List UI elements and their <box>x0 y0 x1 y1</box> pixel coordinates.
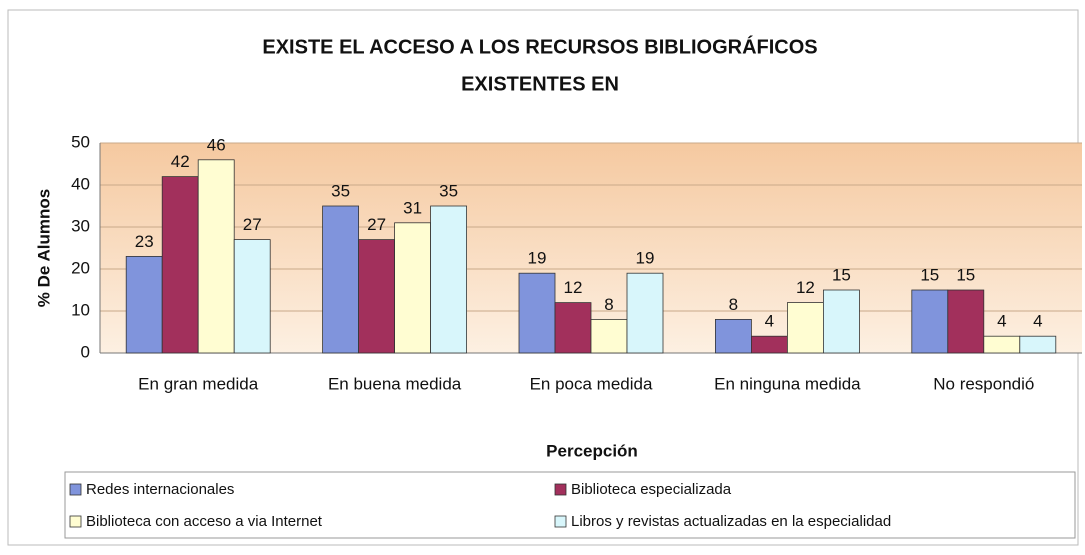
value-label: 42 <box>171 152 190 171</box>
x-axis-title: Percepción <box>546 441 638 460</box>
legend-swatch <box>554 515 567 528</box>
bar <box>751 335 788 354</box>
y-tick-label: 30 <box>71 216 90 235</box>
legend-label: Redes internacionales <box>86 481 234 498</box>
value-label: 19 <box>528 249 547 268</box>
bar <box>590 318 628 354</box>
value-label: 8 <box>729 295 738 314</box>
y-tick-label: 10 <box>71 300 90 319</box>
value-label: 12 <box>564 278 583 297</box>
y-tick-label: 50 <box>71 132 90 151</box>
bar <box>430 205 468 354</box>
bar <box>823 289 860 354</box>
bar <box>125 255 163 354</box>
chart-title: EXISTE EL ACCESO A LOS RECURSOS BIBLIOGR… <box>262 35 817 58</box>
value-label: 15 <box>832 265 851 284</box>
legend-swatch <box>554 483 567 496</box>
value-label: 27 <box>367 215 386 234</box>
legend-swatch <box>69 515 82 528</box>
bar <box>983 335 1021 354</box>
bar <box>197 159 235 354</box>
legend-label: Biblioteca especializada <box>571 481 732 498</box>
y-axis-title: % De Alumnos <box>34 189 53 307</box>
x-tick-label: No respondió <box>933 374 1034 393</box>
legend-box <box>64 471 1076 539</box>
bar <box>947 289 985 354</box>
legend-label: Biblioteca con acceso a via Internet <box>86 513 323 530</box>
x-tick-label: En poca medida <box>530 374 653 393</box>
value-label: 35 <box>331 181 350 200</box>
value-label: 15 <box>956 265 975 284</box>
bar <box>161 176 199 354</box>
value-label: 8 <box>604 295 613 314</box>
bar <box>233 239 271 354</box>
bar <box>322 205 360 354</box>
bar <box>787 302 824 354</box>
bar <box>554 302 592 354</box>
value-label: 35 <box>439 181 458 200</box>
value-label: 23 <box>135 232 154 251</box>
value-label: 27 <box>243 215 262 234</box>
value-label: 19 <box>636 249 655 268</box>
x-tick-label: En gran medida <box>138 374 259 393</box>
x-tick-label: En buena medida <box>328 374 462 393</box>
y-tick-label: 0 <box>81 342 90 361</box>
value-label: 46 <box>207 135 226 154</box>
x-tick-label: En ninguna medida <box>714 374 861 393</box>
value-label: 4 <box>997 312 1006 331</box>
legend-swatch <box>69 483 82 496</box>
bar <box>626 272 664 354</box>
y-tick-label: 20 <box>71 258 90 277</box>
bar <box>715 318 752 354</box>
y-tick-label: 40 <box>71 174 90 193</box>
chart-title: EXISTENTES EN <box>461 73 619 95</box>
value-label: 4 <box>765 312 774 331</box>
bar <box>911 289 949 354</box>
bar <box>358 239 396 354</box>
value-label: 31 <box>403 198 422 217</box>
value-label: 15 <box>920 265 939 284</box>
legend-label: Libros y revistas actualizadas en la esp… <box>571 513 891 530</box>
bar <box>518 272 556 354</box>
bar <box>394 222 432 354</box>
value-label: 12 <box>796 278 815 297</box>
bar <box>1019 335 1057 354</box>
value-label: 4 <box>1033 312 1042 331</box>
